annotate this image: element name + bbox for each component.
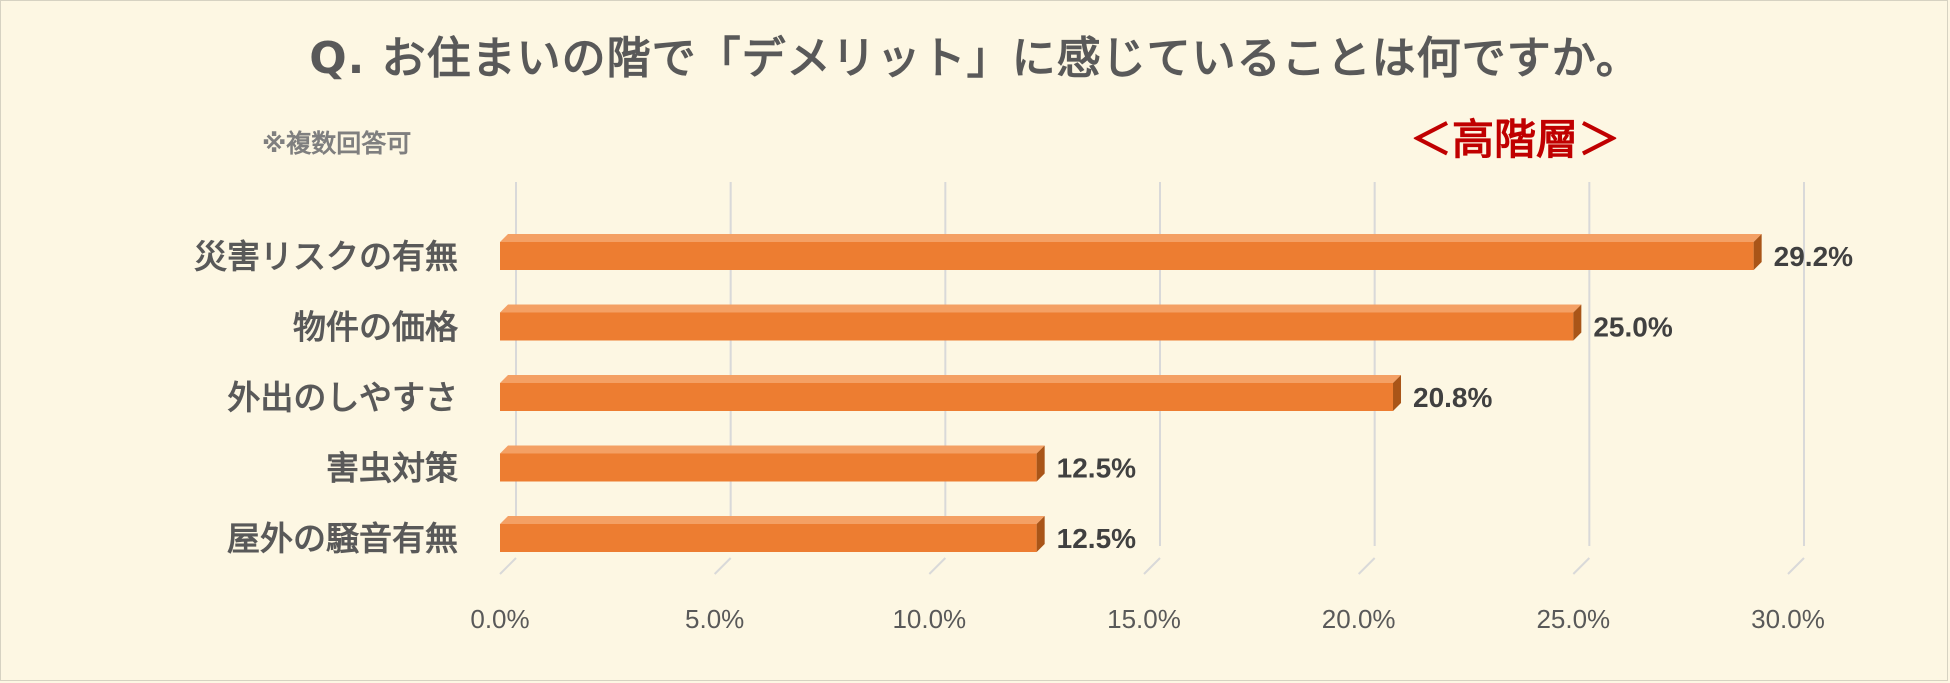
x-tick-label: 20.0% bbox=[1322, 604, 1396, 634]
bar-side bbox=[1393, 375, 1402, 411]
value-label: 12.5% bbox=[1057, 523, 1136, 554]
value-label: 29.2% bbox=[1774, 241, 1853, 272]
x-tick-label: 10.0% bbox=[892, 604, 966, 634]
category-label: 屋外の騒音有無 bbox=[227, 519, 458, 558]
x-tick-label: 30.0% bbox=[1751, 604, 1825, 634]
floor-line bbox=[499, 557, 517, 575]
bar-front bbox=[500, 524, 1037, 552]
x-tick-label: 25.0% bbox=[1536, 604, 1610, 634]
category-label: 害虫対策 bbox=[326, 449, 458, 488]
bar-top bbox=[500, 445, 1045, 454]
category-label: 災害リスクの有無 bbox=[194, 237, 458, 276]
x-tick-label: 15.0% bbox=[1107, 604, 1181, 634]
bar-front bbox=[500, 453, 1037, 482]
bar-side bbox=[1753, 234, 1762, 270]
multiple-answer-note: ※複数回答可 bbox=[262, 129, 412, 158]
value-label: 20.8% bbox=[1413, 382, 1492, 413]
bar-side bbox=[1573, 304, 1582, 341]
bar-front bbox=[500, 312, 1574, 341]
floor-line bbox=[713, 557, 732, 575]
x-tick-label: 5.0% bbox=[685, 604, 744, 634]
bar-top bbox=[500, 234, 1762, 242]
floor-line bbox=[1572, 557, 1591, 575]
bar-top bbox=[500, 304, 1582, 313]
floor-line bbox=[1787, 557, 1805, 575]
bars bbox=[500, 234, 1762, 552]
value-label: 25.0% bbox=[1593, 312, 1672, 343]
bar-side bbox=[1036, 445, 1045, 482]
floor-line bbox=[928, 557, 947, 575]
chart-subtitle: ＜高階層＞ bbox=[1410, 115, 1621, 164]
x-tick-label: 0.0% bbox=[470, 604, 529, 634]
category-label: 物件の価格 bbox=[293, 308, 459, 347]
floor-line bbox=[1143, 557, 1161, 575]
chart-title: Q. お住まいの階で「デメリット」に感じていることは何ですか。 bbox=[309, 33, 1641, 84]
bar-front bbox=[500, 242, 1754, 270]
category-label: 外出のしやすさ bbox=[227, 378, 458, 417]
bar-front bbox=[500, 383, 1394, 411]
floor-line bbox=[1357, 557, 1376, 575]
bar-top bbox=[500, 516, 1045, 524]
bar-top bbox=[500, 375, 1402, 383]
labels: 0.0% 5.0% 10.0% 15.0% 20.0% 25.0% 30.0% 災害リスクの有… bbox=[194, 237, 1853, 634]
value-label: 12.5% bbox=[1057, 453, 1136, 484]
bar-side bbox=[1036, 516, 1045, 552]
